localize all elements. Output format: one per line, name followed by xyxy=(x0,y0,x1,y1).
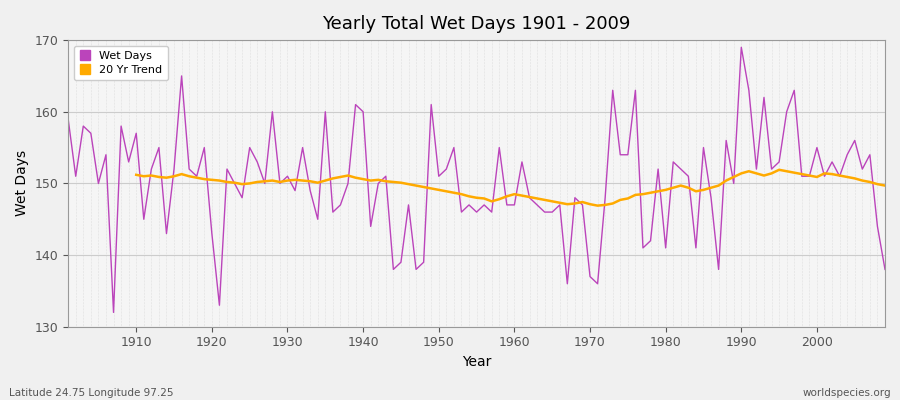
Wet Days xyxy=(509,202,520,207)
Wet Days xyxy=(297,145,308,150)
20 Yr Trend xyxy=(577,200,588,204)
20 Yr Trend xyxy=(274,180,285,184)
20 Yr Trend xyxy=(305,179,316,184)
Text: Latitude 24.75 Longitude 97.25: Latitude 24.75 Longitude 97.25 xyxy=(9,388,174,398)
Wet Days xyxy=(63,116,74,121)
Wet Days xyxy=(108,310,119,315)
Wet Days xyxy=(343,181,354,186)
Legend: Wet Days, 20 Yr Trend: Wet Days, 20 Yr Trend xyxy=(74,46,168,80)
Y-axis label: Wet Days: Wet Days xyxy=(15,150,29,216)
Wet Days xyxy=(608,88,618,93)
Wet Days xyxy=(879,267,890,272)
20 Yr Trend xyxy=(857,178,868,183)
20 Yr Trend xyxy=(834,173,845,178)
20 Yr Trend xyxy=(879,183,890,188)
Line: 20 Yr Trend: 20 Yr Trend xyxy=(136,170,885,206)
Wet Days xyxy=(517,160,527,164)
20 Yr Trend xyxy=(774,168,785,172)
20 Yr Trend xyxy=(130,172,141,177)
Wet Days xyxy=(736,45,747,50)
20 Yr Trend xyxy=(592,203,603,208)
Text: worldspecies.org: worldspecies.org xyxy=(803,388,891,398)
Wet Days xyxy=(130,131,141,136)
20 Yr Trend xyxy=(517,193,527,198)
Line: Wet Days: Wet Days xyxy=(68,47,885,312)
X-axis label: Year: Year xyxy=(462,355,491,369)
Title: Yearly Total Wet Days 1901 - 2009: Yearly Total Wet Days 1901 - 2009 xyxy=(322,15,631,33)
